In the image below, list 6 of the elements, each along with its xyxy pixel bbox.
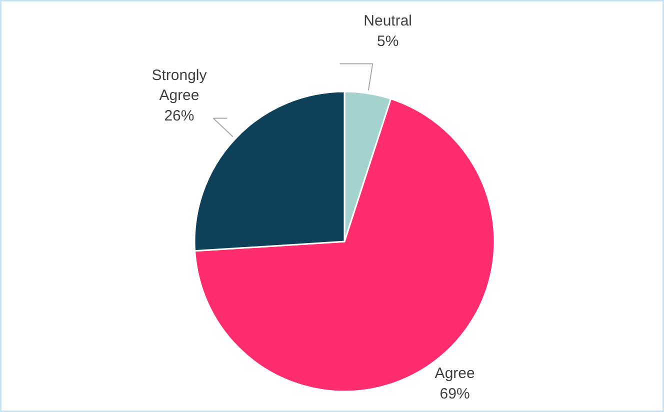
- data-label: 5%: [376, 32, 399, 50]
- slice-label: Strongly Agree: [152, 66, 208, 104]
- slice-label: Neutral: [364, 12, 412, 30]
- data-label: 26%: [164, 108, 194, 125]
- slice-label: Agree: [434, 365, 475, 382]
- data-label: 69%: [440, 385, 470, 402]
